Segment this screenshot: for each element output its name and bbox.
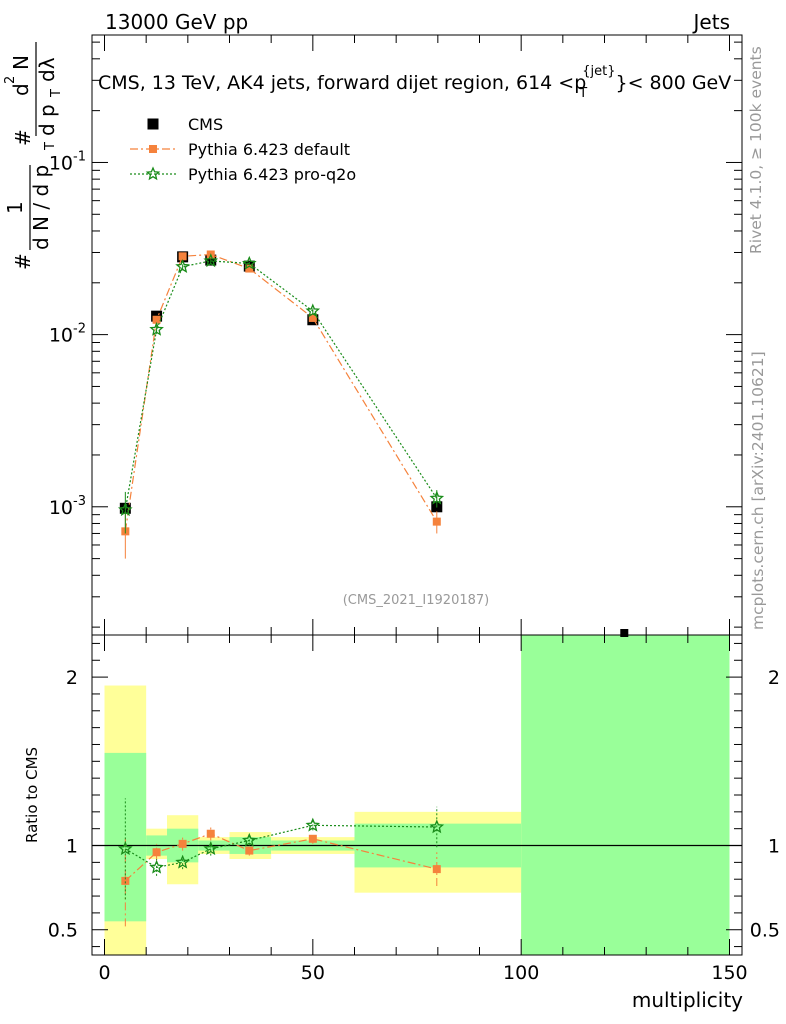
ylabel-dpt: d p bbox=[35, 104, 59, 136]
data-point bbox=[203, 253, 219, 268]
data-point bbox=[432, 517, 441, 526]
data-point bbox=[175, 259, 190, 274]
data-point bbox=[245, 264, 254, 273]
main-ylabel: # 1 d N / d p T # d 2 N d p T dλ bbox=[3, 42, 64, 270]
ratio-point bbox=[175, 854, 190, 869]
data-point bbox=[429, 490, 445, 505]
ratio-point bbox=[121, 876, 130, 885]
legend-label: Pythia 6.423 default bbox=[188, 140, 350, 159]
series-line bbox=[124, 260, 438, 510]
ratio-point bbox=[432, 865, 441, 874]
ratio-bands bbox=[104, 635, 730, 955]
data-point bbox=[117, 502, 133, 517]
x-tick-label: 150 bbox=[711, 962, 747, 984]
ratio-point bbox=[152, 848, 161, 857]
ylabel-dl: dλ bbox=[35, 57, 59, 82]
x-tick-label: 50 bbox=[301, 962, 325, 984]
ratio-point bbox=[149, 859, 164, 874]
ylabel-num-d: d bbox=[9, 83, 33, 96]
y-tick-label-right: 0.5 bbox=[750, 920, 780, 942]
mcplots-label: mcplots.cern.ch [arXiv:2401.10621] bbox=[749, 351, 767, 630]
ylabel-num-2: 2 bbox=[3, 76, 18, 84]
plot-title-end: }< 800 GeV bbox=[615, 72, 731, 94]
ylabel-hash1: # bbox=[11, 253, 35, 270]
ratio-point bbox=[308, 834, 317, 843]
y-tick-label-right: 2 bbox=[768, 667, 780, 689]
band-green bbox=[104, 752, 147, 922]
rivet-label: Rivet 4.1.0, ≥ 100k events bbox=[747, 46, 765, 254]
data-point bbox=[149, 321, 164, 336]
data-point bbox=[620, 629, 629, 637]
legend-marker bbox=[149, 145, 157, 153]
legend-label: Pythia 6.423 pro-q2o bbox=[188, 165, 356, 184]
analysis-watermark: (CMS_2021_I1920187) bbox=[343, 593, 490, 608]
series-line bbox=[124, 253, 438, 532]
header-right: Jets bbox=[692, 10, 730, 34]
plot-title-main: CMS, 13 TeV, AK4 jets, forward dijet reg… bbox=[98, 72, 586, 94]
y-tick-label: 1 bbox=[66, 836, 78, 858]
ratio-point bbox=[305, 817, 321, 832]
main-series bbox=[117, 250, 629, 637]
y-tick-label: 10-1 bbox=[49, 149, 86, 174]
legend: CMS Pythia 6.423 default Pythia 6.423 pro-… bbox=[130, 115, 356, 184]
data-point bbox=[241, 255, 257, 270]
ratio-point bbox=[245, 846, 254, 855]
ratio-point bbox=[429, 819, 445, 834]
y-tick-label: 0.5 bbox=[48, 920, 78, 942]
legend-marker bbox=[147, 118, 159, 130]
ratio-point bbox=[241, 832, 257, 847]
ratio-point bbox=[117, 841, 133, 856]
ratio-point bbox=[206, 829, 215, 838]
main-axis-ticks: 10-3 10-2 10-1 bbox=[49, 35, 742, 635]
y-tick-label: 10-2 bbox=[49, 322, 86, 347]
x-tick-label: 100 bbox=[503, 962, 539, 984]
plot-title: CMS, 13 TeV, AK4 jets, forward dijet reg… bbox=[98, 64, 731, 101]
ratio-point bbox=[203, 841, 219, 856]
data-point bbox=[178, 252, 187, 261]
plot-title-sup: {jet} bbox=[582, 64, 615, 79]
legend-label: CMS bbox=[188, 115, 223, 134]
ratio-point bbox=[178, 839, 187, 848]
y-tick-label: 10-3 bbox=[49, 494, 86, 519]
legend-marker bbox=[145, 166, 161, 181]
x-tick-label: 0 bbox=[98, 962, 110, 984]
header-left: 13000 GeV pp bbox=[105, 10, 248, 34]
data-point bbox=[308, 313, 317, 322]
ratio-series bbox=[117, 798, 445, 927]
band-green bbox=[521, 635, 730, 955]
y-tick-label-right: 1 bbox=[768, 836, 780, 858]
ylabel-num-N: N bbox=[9, 55, 33, 70]
plot-title-sub: T bbox=[578, 86, 587, 101]
ylabel-den: d N / d p bbox=[29, 165, 53, 250]
data-point bbox=[152, 315, 161, 324]
xlabel: multiplicity bbox=[632, 988, 743, 1012]
data-point bbox=[305, 303, 321, 318]
ylabel-one: 1 bbox=[3, 201, 27, 214]
ylabel-dpt-T: T bbox=[49, 89, 64, 98]
ratio-ylabel: Ratio to CMS bbox=[23, 747, 41, 843]
ylabel-hash2: # bbox=[11, 129, 35, 146]
y-tick-label: 2 bbox=[66, 667, 78, 689]
ylabel-den-T: T bbox=[43, 142, 58, 151]
